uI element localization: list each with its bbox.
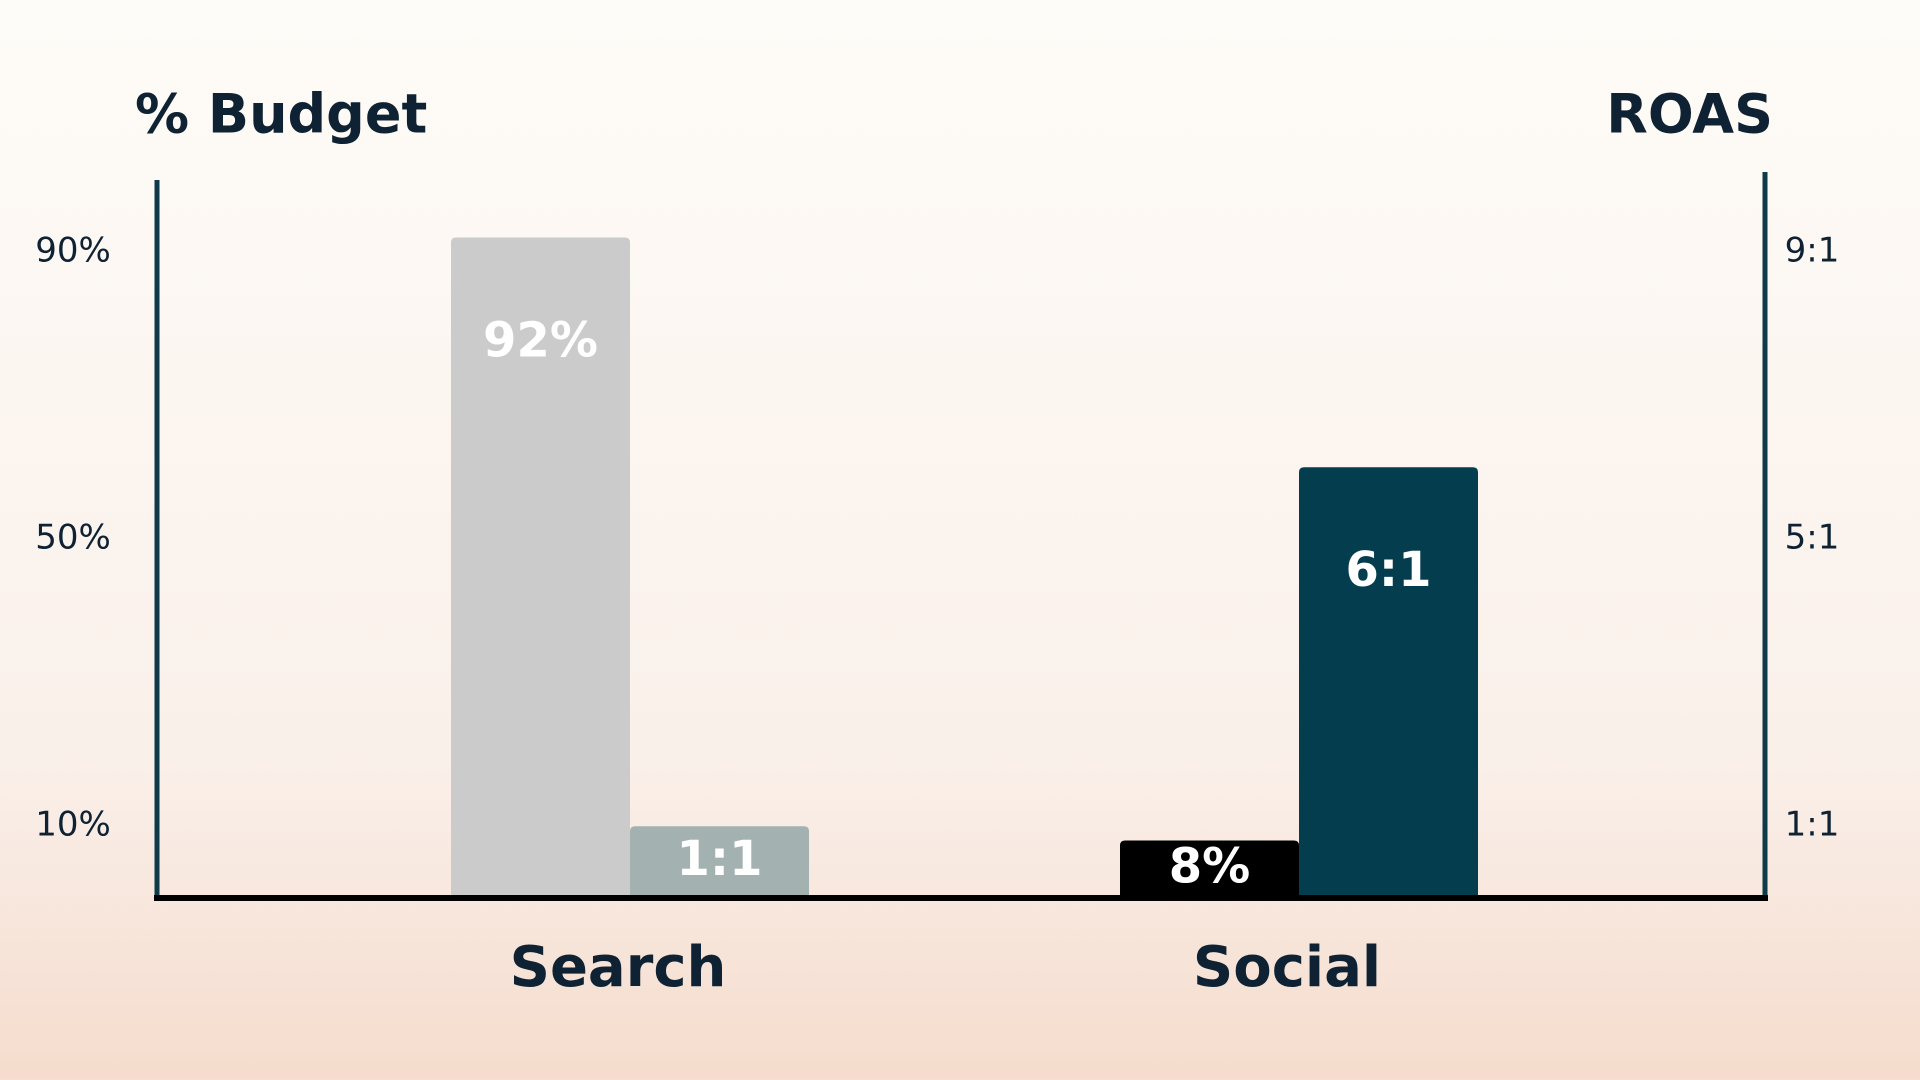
y-axis-title: % Budget: [135, 83, 427, 146]
value-label: 8%: [1169, 838, 1251, 894]
y2-tick-label: 1:1: [1785, 805, 1840, 845]
bar: [451, 237, 630, 898]
value-label: 92%: [483, 312, 598, 368]
bar: [1120, 840, 1299, 898]
bar: [1299, 467, 1478, 898]
x-tick-label: Social: [1193, 935, 1381, 1000]
x-tick-label: Search: [510, 935, 727, 1000]
bar: [630, 826, 809, 898]
y2-tick-label: 9:1: [1785, 230, 1840, 270]
value-label: 1:1: [677, 831, 763, 887]
y2-axis-title: ROAS: [1606, 83, 1773, 146]
y2-tick-label: 5:1: [1785, 518, 1840, 558]
y-tick-label: 10%: [35, 805, 111, 845]
y-tick-label: 50%: [35, 518, 111, 558]
y-tick-label: 90%: [35, 230, 111, 270]
value-label: 6:1: [1346, 542, 1432, 598]
